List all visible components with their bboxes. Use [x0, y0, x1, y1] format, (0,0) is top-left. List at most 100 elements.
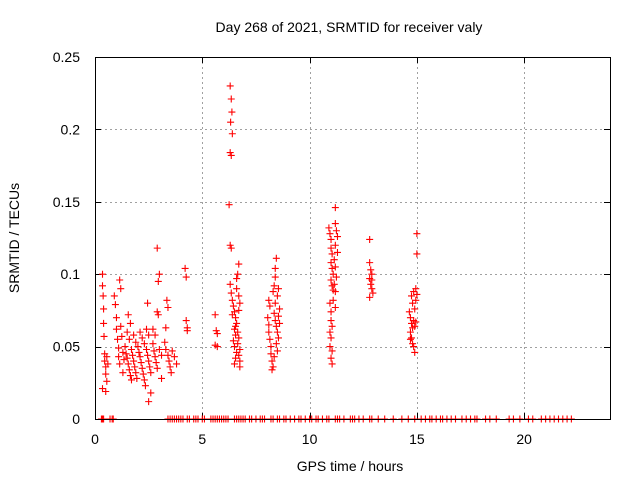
data-point: [146, 363, 154, 371]
data-point: [145, 398, 153, 406]
data-point: [408, 334, 416, 342]
data-point: [158, 374, 166, 382]
data-point: [181, 264, 189, 272]
data-point: [103, 377, 111, 385]
data-point: [228, 108, 236, 116]
x-tick-label: 20: [516, 431, 532, 447]
data-point: [271, 264, 279, 272]
data-point: [100, 332, 108, 340]
x-tick-label: 5: [198, 431, 206, 447]
data-point: [226, 280, 234, 288]
data-point: [121, 343, 129, 351]
data-point: [99, 270, 107, 278]
data-point: [154, 277, 162, 285]
data-point: [328, 250, 336, 258]
data-point: [233, 275, 241, 283]
data-point: [130, 331, 138, 339]
data-point: [143, 325, 150, 333]
data-point: [165, 357, 173, 365]
data-point: [234, 328, 242, 336]
data-point: [115, 353, 123, 361]
data-point: [213, 330, 221, 338]
axis-ticks: [95, 57, 610, 420]
data-point: [132, 369, 140, 377]
data-point: [271, 273, 279, 281]
y-tick-label: 0.05: [53, 339, 80, 355]
data-point: [368, 285, 376, 293]
data-point: [327, 259, 335, 267]
data-point: [227, 151, 235, 159]
data-point: [99, 385, 107, 393]
data-point: [332, 273, 340, 281]
data-point: [326, 299, 334, 307]
data-point: [123, 328, 131, 336]
data-point: [274, 334, 282, 342]
data-point: [410, 288, 418, 296]
data-point: [234, 270, 242, 278]
data-point: [232, 354, 240, 362]
data-point: [131, 363, 139, 371]
data-point: [155, 270, 163, 278]
data-point: [230, 325, 238, 333]
data-point: [155, 345, 163, 353]
data-point: [153, 364, 161, 372]
data-point: [150, 347, 158, 355]
data-point: [406, 328, 414, 336]
data-point: [212, 327, 220, 335]
data-point: [116, 360, 124, 368]
data-point: [413, 290, 421, 298]
data-point: [267, 343, 275, 351]
data-point: [225, 201, 233, 209]
data-point: [117, 322, 125, 330]
y-tick-label: 0.2: [61, 121, 81, 137]
data-point: [144, 299, 152, 307]
data-point: [154, 311, 162, 319]
data-point: [272, 254, 280, 262]
data-point: [129, 351, 137, 359]
data-point: [228, 296, 236, 304]
data-point: [412, 296, 420, 304]
data-point: [367, 280, 375, 288]
data-point: [147, 389, 155, 397]
data-point: [141, 382, 149, 390]
data-point: [276, 319, 284, 327]
data-point: [232, 322, 240, 330]
data-point: [143, 345, 150, 353]
y-axis-label: SRMTID / TECUs: [6, 183, 22, 293]
data-point: [274, 285, 282, 293]
data-point: [264, 314, 272, 322]
data-point: [366, 259, 374, 267]
data-point: [408, 292, 416, 300]
data-point: [213, 343, 221, 351]
data-point: [328, 264, 336, 272]
data-points: [97, 82, 575, 423]
data-point: [328, 347, 336, 355]
data-point: [170, 353, 178, 361]
data-point: [269, 363, 277, 371]
data-point: [272, 322, 280, 330]
data-point: [124, 360, 132, 368]
data-point: [151, 353, 159, 361]
data-point: [167, 369, 175, 377]
data-point: [327, 317, 335, 325]
data-point: [230, 343, 238, 351]
data-point: [236, 363, 244, 371]
data-point: [265, 321, 273, 329]
data-point: [136, 353, 144, 361]
data-point: [103, 353, 111, 361]
data-point: [366, 235, 374, 243]
data-point: [133, 374, 141, 382]
data-point: [228, 130, 236, 138]
data-point: [329, 270, 337, 278]
data-point: [229, 337, 237, 345]
data-point: [100, 319, 108, 327]
data-point: [153, 244, 161, 252]
data-point: [163, 296, 171, 304]
data-point: [236, 299, 244, 307]
y-tick-label: 0.1: [61, 266, 81, 282]
data-point: [168, 347, 176, 355]
data-point: [406, 314, 414, 322]
data-point: [126, 372, 134, 380]
data-point: [273, 328, 281, 336]
data-point: [232, 314, 240, 322]
